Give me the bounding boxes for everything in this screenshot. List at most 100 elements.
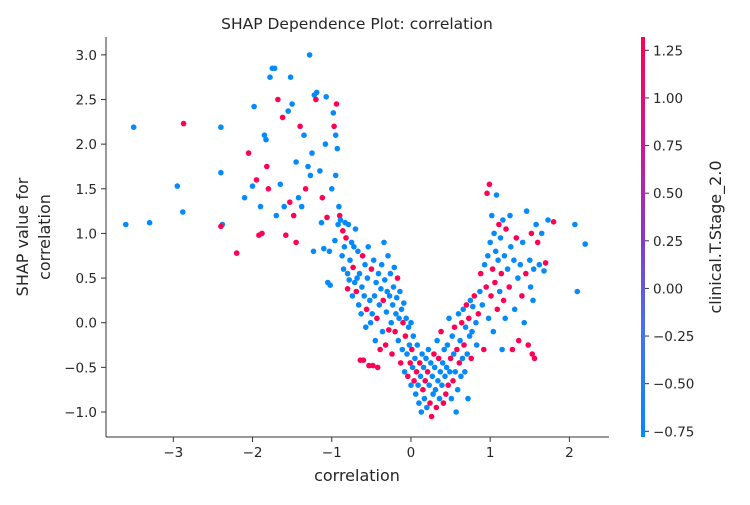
data-point <box>355 248 361 255</box>
data-point <box>298 203 305 210</box>
data-point <box>492 279 498 286</box>
data-point <box>180 209 186 215</box>
data-point <box>429 373 436 380</box>
data-point <box>395 337 402 344</box>
data-point <box>465 395 471 402</box>
data-point <box>405 324 412 331</box>
y-tick-label: 1.5 <box>76 182 97 198</box>
data-point <box>333 101 340 107</box>
data-point <box>346 277 353 283</box>
data-point <box>574 288 581 295</box>
data-point <box>462 369 468 375</box>
data-point <box>386 293 393 299</box>
data-point <box>416 360 423 366</box>
data-point <box>354 275 360 281</box>
data-point <box>355 302 362 308</box>
data-point <box>461 342 467 348</box>
data-point <box>393 311 399 317</box>
data-point <box>356 270 363 277</box>
data-point <box>332 237 338 244</box>
data-point <box>413 369 420 375</box>
data-point <box>352 226 359 232</box>
data-point <box>341 244 348 250</box>
data-point <box>479 302 486 308</box>
data-point <box>534 239 541 246</box>
data-point <box>448 395 455 402</box>
data-point <box>361 293 368 299</box>
data-point <box>414 342 421 348</box>
data-point <box>450 378 456 384</box>
data-point <box>290 212 297 219</box>
data-point <box>496 221 502 228</box>
data-point <box>261 132 268 138</box>
data-point <box>412 391 419 397</box>
data-point <box>385 253 391 259</box>
data-point <box>542 260 549 266</box>
x-tick-label: 0 <box>407 445 416 461</box>
data-point <box>457 337 463 344</box>
data-point <box>389 351 395 357</box>
data-point <box>123 221 129 228</box>
data-point <box>418 409 425 415</box>
data-point <box>527 284 534 290</box>
x-axis-label: correlation <box>314 466 400 485</box>
data-point <box>508 244 514 250</box>
x-tick-label: −3 <box>163 445 183 461</box>
data-point <box>491 230 497 237</box>
data-point <box>309 150 315 156</box>
data-point <box>463 302 470 308</box>
data-point <box>367 297 373 304</box>
y-tick-label: 3.0 <box>76 48 97 64</box>
data-point <box>493 192 500 198</box>
data-point <box>495 257 501 264</box>
data-point <box>401 300 407 306</box>
data-point <box>400 319 406 326</box>
data-point <box>391 264 398 271</box>
data-point <box>541 268 547 274</box>
y-tick-label: 2.0 <box>76 137 97 153</box>
data-point <box>313 89 320 96</box>
x-tick-label: −2 <box>243 445 263 461</box>
data-point <box>306 52 313 58</box>
data-point <box>458 373 464 380</box>
data-point <box>401 369 408 375</box>
colorbar <box>641 37 645 437</box>
data-point <box>305 163 311 170</box>
data-point <box>405 373 411 380</box>
data-point <box>387 270 394 277</box>
data-point <box>251 103 257 110</box>
data-point <box>486 181 493 188</box>
data-point <box>349 293 356 299</box>
colorbar-tick-label: 0.75 <box>653 139 683 155</box>
data-point <box>427 400 433 406</box>
data-point <box>362 261 368 268</box>
data-point <box>533 221 539 228</box>
data-point <box>424 404 430 411</box>
data-point <box>287 74 294 80</box>
data-point <box>317 168 323 174</box>
data-point <box>454 386 461 393</box>
data-point <box>371 293 378 299</box>
data-point <box>421 395 428 402</box>
data-point <box>437 369 444 375</box>
x-tick-label: −1 <box>322 445 342 461</box>
data-point <box>330 110 337 116</box>
data-point <box>530 266 537 272</box>
data-point <box>241 194 248 201</box>
colorbar-label: clinical.T.Stage_2.0 <box>706 160 726 313</box>
data-point <box>408 319 414 326</box>
data-point <box>515 337 522 344</box>
data-point <box>283 232 289 238</box>
data-point <box>367 319 374 326</box>
data-point <box>319 194 326 201</box>
data-point <box>386 327 392 333</box>
data-point <box>372 337 379 344</box>
data-point <box>369 311 376 317</box>
data-point <box>440 400 447 406</box>
data-point <box>422 378 429 384</box>
colorbar-tick-label: 0.00 <box>653 281 683 297</box>
colorbar-tick-label: 0.50 <box>653 186 683 202</box>
data-point <box>218 223 224 230</box>
data-point <box>511 306 518 313</box>
data-point <box>438 328 444 335</box>
